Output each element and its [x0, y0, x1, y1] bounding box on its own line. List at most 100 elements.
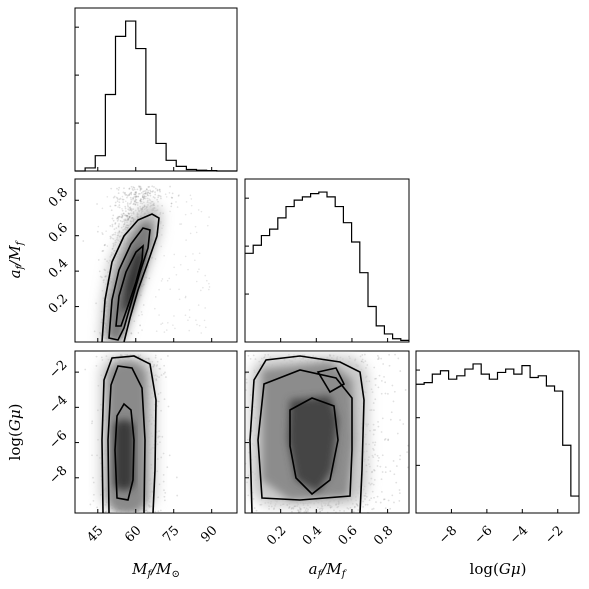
scatter-point [245, 462, 247, 465]
scatter-point [128, 188, 131, 190]
scatter-point [395, 465, 398, 467]
scatter-point [166, 466, 169, 469]
scatter-point [104, 275, 107, 278]
scatter-point [105, 355, 108, 358]
scatter-point [156, 405, 159, 407]
scatter-point [162, 480, 165, 483]
density-spin-logGmu [219, 353, 423, 513]
scatter-point [151, 256, 154, 259]
scatter-point [151, 190, 154, 193]
scatter-point [111, 248, 114, 250]
scatter-point [114, 201, 117, 204]
scatter-point [158, 288, 160, 291]
scatter-point [297, 511, 300, 513]
scatter-point [139, 324, 141, 327]
scatter-point [373, 469, 376, 472]
scatter-point [320, 507, 323, 510]
scatter-point [407, 466, 409, 469]
scatter-point [134, 209, 137, 212]
scatter-point [130, 212, 133, 215]
scatter-point [299, 508, 302, 510]
scatter-point [163, 499, 166, 502]
scatter-point [122, 198, 125, 201]
scatter-point [92, 499, 95, 502]
scatter-point [371, 490, 374, 493]
scatter-point [144, 192, 147, 195]
scatter-point [134, 198, 137, 201]
scatter-point [219, 450, 221, 452]
scatter-point [398, 492, 401, 494]
scatter-point [372, 402, 375, 404]
scatter-point [372, 429, 375, 431]
scatter-point [127, 219, 130, 221]
x-tick-label: 45 [84, 523, 106, 545]
panel-joint-spin-logGmu [244, 350, 410, 514]
scatter-point [329, 506, 332, 509]
scatter-point [377, 425, 380, 428]
scatter-point [121, 198, 124, 201]
scatter-point [125, 219, 128, 222]
scatter-point [239, 372, 241, 374]
scatter-point [141, 329, 143, 331]
scatter-point [305, 507, 308, 510]
scatter-point [249, 357, 252, 360]
scatter-point [412, 490, 414, 492]
scatter-point [421, 504, 423, 506]
scatter-point [361, 354, 364, 356]
scatter-point [139, 199, 142, 202]
scatter-point [92, 481, 95, 484]
scatter-point [242, 362, 244, 364]
scatter-point [372, 447, 374, 450]
scatter-point [369, 409, 372, 412]
scatter-point [142, 196, 145, 199]
scatter-point [154, 296, 157, 298]
scatter-point [127, 218, 130, 221]
scatter-point [105, 275, 108, 277]
scatter-point [160, 245, 163, 248]
scatter-point [101, 207, 104, 210]
scatter-point [190, 204, 193, 207]
scatter-point [138, 186, 141, 189]
scatter-point [121, 215, 124, 218]
scatter-point [190, 212, 192, 215]
scatter-point [303, 506, 306, 509]
panel-hist-mass [74, 7, 238, 172]
scatter-point [377, 386, 380, 389]
scatter-point [118, 235, 121, 238]
scatter-point [135, 192, 137, 195]
y-tick-label: −8 [46, 463, 70, 487]
scatter-point [161, 234, 163, 236]
scatter-point [118, 186, 121, 189]
scatter-point [202, 286, 204, 289]
scatter-point [170, 196, 173, 199]
scatter-point [159, 190, 161, 193]
scatter-point [381, 471, 384, 473]
scatter-point [361, 360, 363, 363]
scatter-point [158, 430, 160, 432]
scatter-point [124, 210, 127, 213]
scatter-point [130, 191, 133, 194]
scatter-point [245, 470, 246, 473]
scatter-point [157, 496, 160, 499]
scatter-point [130, 218, 133, 220]
scatter-point [121, 214, 124, 217]
scatter-point [126, 196, 128, 199]
scatter-point [126, 218, 129, 220]
scatter-point [292, 507, 295, 510]
scatter-point [95, 302, 97, 305]
scatter-point [373, 366, 376, 369]
scatter-point [101, 232, 103, 234]
scatter-point [407, 444, 409, 447]
scatter-point [138, 314, 140, 317]
scatter-point [125, 215, 128, 217]
scatter-point [162, 452, 165, 455]
scatter-point [110, 236, 113, 239]
scatter-point [132, 186, 135, 189]
scatter-point [147, 204, 149, 206]
scatter-point [190, 198, 193, 200]
scatter-point [132, 197, 134, 200]
scatter-point [221, 367, 223, 369]
scatter-point [91, 454, 93, 457]
scatter-point [159, 195, 162, 198]
scatter-point [384, 471, 387, 474]
